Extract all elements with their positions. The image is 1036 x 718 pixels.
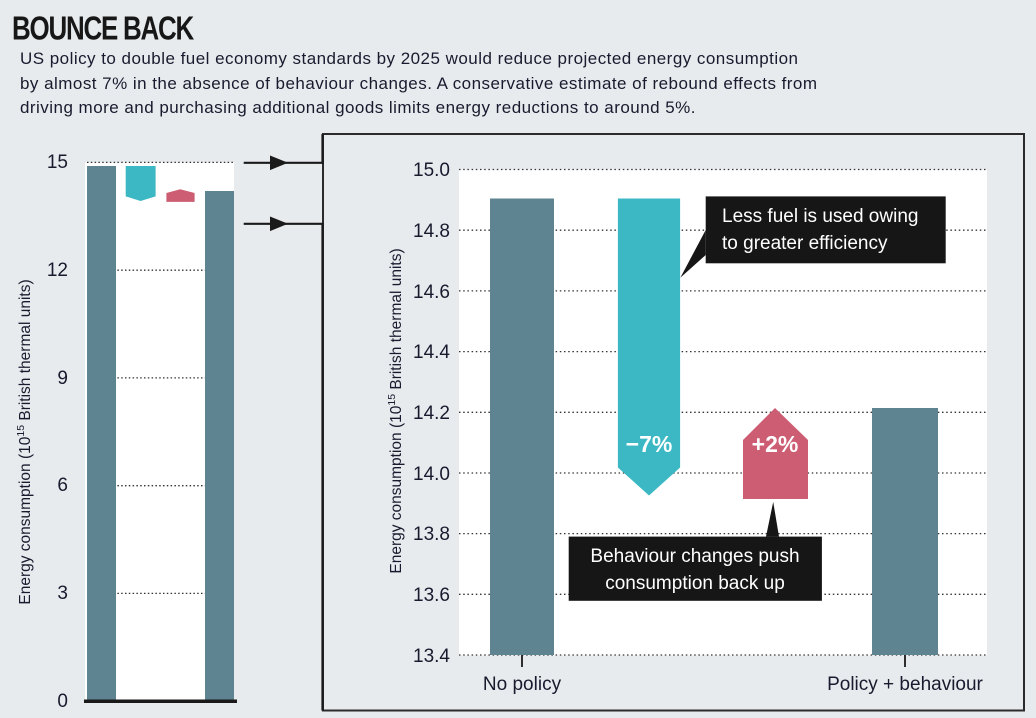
svg-text:14.8: 14.8 bbox=[413, 221, 450, 242]
svg-text:Less fuel is used owing: Less fuel is used owing bbox=[722, 206, 918, 227]
svg-text:14.2: 14.2 bbox=[413, 403, 450, 424]
svg-text:consumption back up: consumption back up bbox=[605, 573, 785, 594]
svg-text:14.4: 14.4 bbox=[413, 342, 450, 363]
svg-text:13.6: 13.6 bbox=[413, 585, 450, 606]
svg-text:14.0: 14.0 bbox=[413, 464, 450, 485]
svg-text:13.4: 13.4 bbox=[413, 646, 450, 667]
svg-text:15.0: 15.0 bbox=[413, 160, 450, 181]
svg-text:−7%: −7% bbox=[626, 431, 673, 457]
svg-text:Policy + behaviour: Policy + behaviour bbox=[827, 674, 983, 695]
svg-text:Energy consumption (1015 Briti: Energy consumption (1015 British thermal… bbox=[386, 248, 405, 573]
svg-text:+2%: +2% bbox=[752, 431, 799, 457]
svg-text:to greater efficiency: to greater efficiency bbox=[722, 233, 888, 254]
svg-text:13.8: 13.8 bbox=[413, 524, 450, 545]
svg-text:Behaviour changes push: Behaviour changes push bbox=[590, 546, 799, 567]
svg-text:14.6: 14.6 bbox=[413, 282, 450, 303]
svg-text:No policy: No policy bbox=[483, 674, 562, 695]
